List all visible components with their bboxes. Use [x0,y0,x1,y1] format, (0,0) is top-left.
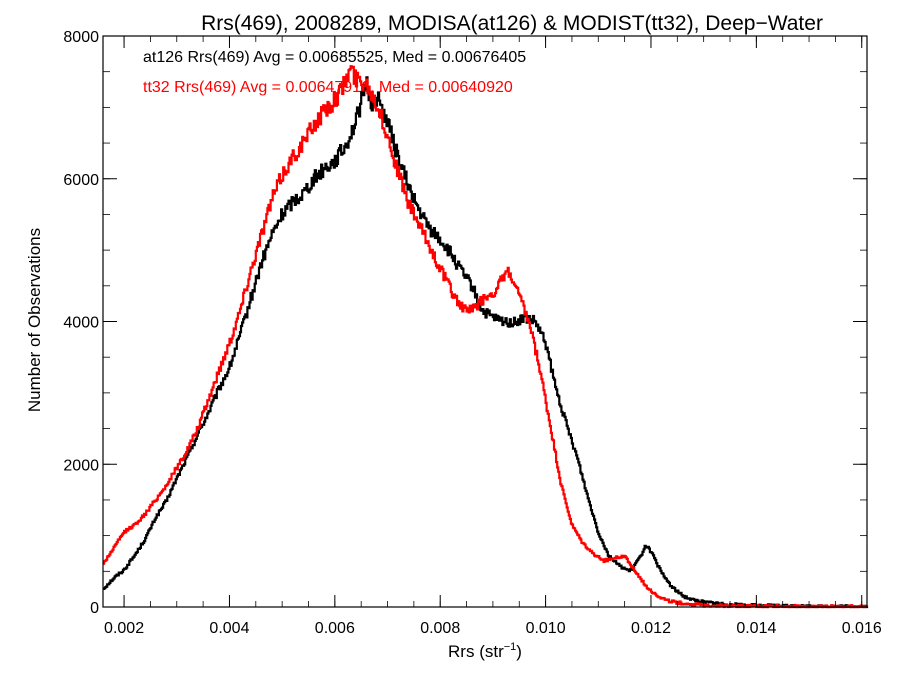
x-tick-label: 0.002 [104,620,144,637]
series-line-0 [103,76,869,609]
y-tick-label: 6000 [63,172,99,189]
y-tick-label: 8000 [63,29,99,46]
x-axis-label-base: Rrs (str [448,642,504,661]
y-tick-label: 2000 [63,457,99,474]
x-tick-label: 0.014 [736,620,776,637]
x-tick-label: 0.006 [315,620,355,637]
x-axis-label: Rrs (str−1) [448,641,522,661]
annotation-at126: at126 Rrs(469) Avg = 0.00685525, Med = 0… [143,49,526,66]
chart-title: Rrs(469), 2008289, MODISA(at126) & MODIS… [201,12,823,35]
plot-frame [102,35,868,608]
x-tick-label: 0.010 [526,620,566,637]
annotation-tt32: tt32 Rrs(469) Avg = 0.00647916, Med = 0.… [143,79,513,96]
x-axis-label-superscript: −1 [504,641,517,653]
x-tick-label: 0.008 [420,620,460,637]
y-tick-label: 0 [90,600,99,617]
y-tick-label: 4000 [63,315,99,332]
x-tick-label: 0.012 [631,620,671,637]
y-axis-label-group: Number of Observations [25,228,44,412]
series-line-1 [103,65,869,609]
y-axis-label: Number of Observations [25,228,44,412]
x-tick-label: 0.004 [209,620,249,637]
ticks-layer: 0.002 0.004 0.006 0.008 0.010 0.012 0.014 0.016… [63,29,881,637]
x-axis-label-close: ) [516,642,522,661]
series-layer [103,65,869,609]
x-tick-label: 0.016 [842,620,882,637]
